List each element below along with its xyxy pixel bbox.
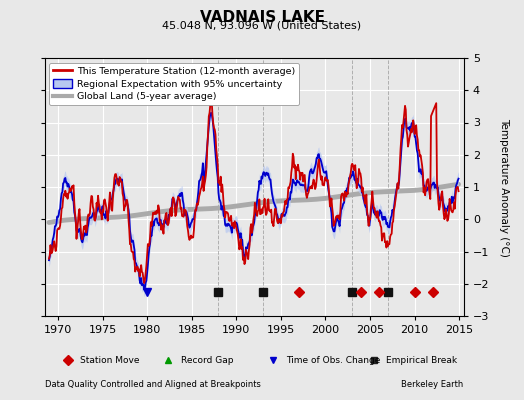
Text: Record Gap: Record Gap [181, 356, 233, 365]
Text: VADNAIS LAKE: VADNAIS LAKE [200, 10, 324, 25]
Text: Empirical Break: Empirical Break [386, 356, 457, 365]
Legend: This Temperature Station (12-month average), Regional Expectation with 95% uncer: This Temperature Station (12-month avera… [49, 63, 299, 105]
Text: Data Quality Controlled and Aligned at Breakpoints: Data Quality Controlled and Aligned at B… [45, 380, 260, 389]
Text: Time of Obs. Change: Time of Obs. Change [286, 356, 380, 365]
Text: 45.048 N, 93.096 W (United States): 45.048 N, 93.096 W (United States) [162, 21, 362, 31]
Text: Station Move: Station Move [80, 356, 140, 365]
Y-axis label: Temperature Anomaly (°C): Temperature Anomaly (°C) [499, 118, 509, 256]
Text: Berkeley Earth: Berkeley Earth [401, 380, 464, 389]
